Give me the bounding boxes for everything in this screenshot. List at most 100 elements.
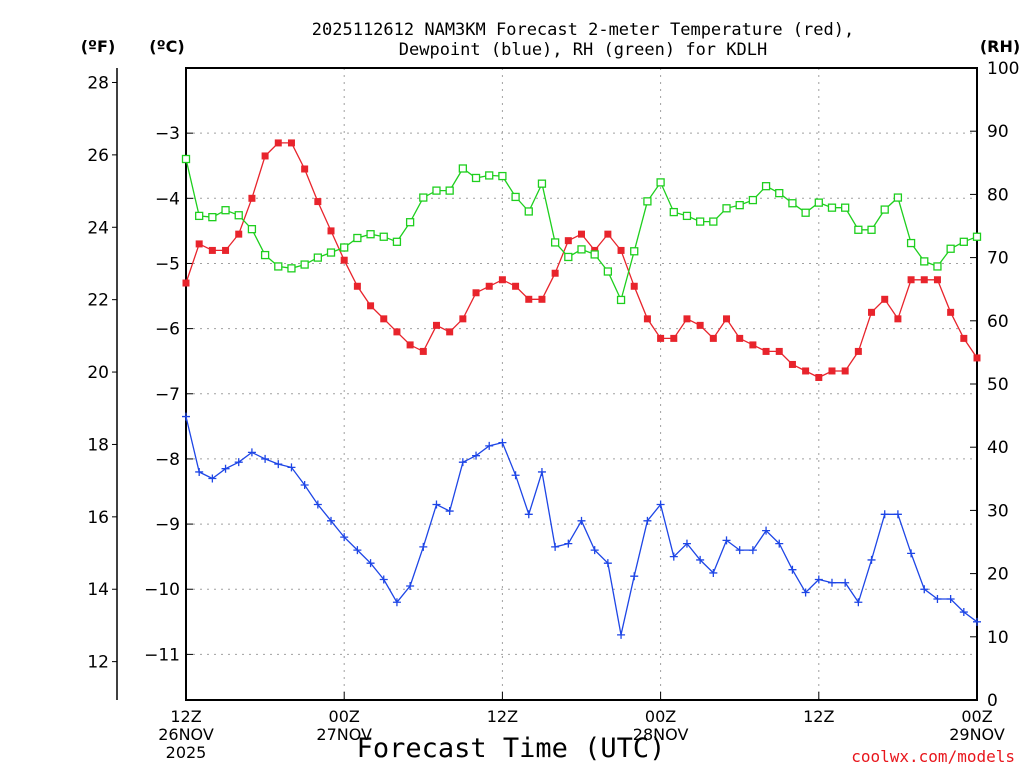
rh-point xyxy=(920,257,929,266)
temperature-point xyxy=(432,321,440,329)
dewpoint-point xyxy=(827,578,836,587)
rh-point xyxy=(208,213,217,222)
dewpoint-point xyxy=(788,565,797,574)
dewpoint-point xyxy=(669,552,678,561)
rh-tick-label: 50 xyxy=(987,375,1009,395)
temperature-point xyxy=(920,276,928,284)
temperature-point xyxy=(327,227,335,235)
rh-point xyxy=(485,171,494,180)
dewpoint-point xyxy=(933,595,942,604)
series-layer xyxy=(181,139,982,639)
temperature-point xyxy=(419,347,427,355)
fahrenheit-tick-label: 14 xyxy=(87,580,109,600)
temperature-point xyxy=(578,230,585,238)
dewpoint-point xyxy=(630,572,639,581)
temperature-point xyxy=(749,341,757,349)
temperature-point xyxy=(248,194,256,202)
dewpoint-point xyxy=(300,480,309,489)
fahrenheit-tick-label: 20 xyxy=(87,363,109,383)
rh-tick-label: 40 xyxy=(987,438,1009,458)
x-tick-label: 12Z xyxy=(170,707,201,726)
rh-point xyxy=(643,197,652,206)
dewpoint-point xyxy=(603,559,612,568)
temperature-point xyxy=(854,347,862,355)
rh-point xyxy=(933,262,942,271)
dewpoint-point xyxy=(406,581,415,590)
dewpoint-point xyxy=(880,510,889,519)
dewpoint-point xyxy=(221,464,230,473)
temperature-point xyxy=(670,334,678,342)
rh-tick-label: 70 xyxy=(987,249,1009,269)
dewpoint-point xyxy=(696,555,705,564)
rh-point xyxy=(630,247,639,256)
rh-tick-label: 10 xyxy=(987,628,1009,648)
celsius-tick-label: −5 xyxy=(155,254,180,274)
rh-point xyxy=(458,164,468,173)
temperature-point xyxy=(182,279,190,287)
dewpoint-point xyxy=(432,500,441,509)
fahrenheit-tick-label: 28 xyxy=(87,73,109,93)
temperature-point xyxy=(894,315,902,323)
temperature-point xyxy=(498,276,506,284)
rh-tick-label: 80 xyxy=(987,185,1009,205)
rh-point xyxy=(353,233,362,243)
temperature-point xyxy=(683,315,691,323)
dewpoint-point xyxy=(814,575,823,584)
temperature-point xyxy=(208,246,216,254)
rh-tick-label: 20 xyxy=(987,565,1009,585)
celsius-tick-label: −10 xyxy=(144,580,180,600)
temperature-point xyxy=(222,246,230,254)
temperature-point xyxy=(696,321,704,329)
rh-point xyxy=(854,225,863,234)
rh-point xyxy=(696,217,705,226)
x-tick-label: 00Z xyxy=(645,707,676,726)
temperature-point xyxy=(459,315,467,323)
temperature-point xyxy=(406,341,414,349)
dewpoint-point xyxy=(775,539,784,548)
rh-tick-label: 60 xyxy=(987,312,1009,332)
rh-point xyxy=(841,203,850,212)
temperature-point xyxy=(301,165,309,173)
celsius-unit-label: (ºC) xyxy=(149,37,184,56)
rh-point xyxy=(221,206,230,215)
rh-point xyxy=(419,193,428,202)
dewpoint-point xyxy=(327,516,336,525)
celsius-tick-label: −9 xyxy=(155,515,180,535)
temperature-point xyxy=(551,269,559,277)
rh-point xyxy=(959,237,968,246)
x-tick-label: 26NOV xyxy=(158,725,214,744)
rh-point xyxy=(735,200,744,210)
rh-point xyxy=(709,217,718,226)
rh-unit-label: (RH) xyxy=(980,37,1020,56)
x-tick-label: 12Z xyxy=(803,707,834,726)
rh-point xyxy=(590,250,599,259)
celsius-tick-label: −6 xyxy=(155,320,180,340)
temperature-point xyxy=(525,295,533,303)
dewpoint-point xyxy=(801,588,810,597)
temperature-point xyxy=(512,282,520,290)
temperature-point xyxy=(947,308,955,316)
rh-point xyxy=(274,262,283,271)
dewpoint-point xyxy=(261,454,270,463)
dewpoint-point xyxy=(274,460,283,469)
x-tick-label: 29NOV xyxy=(949,725,1005,744)
dewpoint-point xyxy=(564,539,573,548)
dewpoint-point xyxy=(590,546,599,555)
dewpoint-point xyxy=(920,585,929,594)
celsius-tick-label: −4 xyxy=(155,189,180,209)
dewpoint-point xyxy=(247,448,256,457)
dewpoint-point xyxy=(735,546,744,555)
x-tick-label: 28NOV xyxy=(633,725,689,744)
temperature-point xyxy=(195,240,203,248)
temperature-point xyxy=(485,282,493,290)
credit-text: coolwx.com/models xyxy=(851,747,1015,766)
x-tick-label: 27NOV xyxy=(316,725,372,744)
temperature-point xyxy=(604,230,612,238)
rh-tick-label: 30 xyxy=(987,501,1009,521)
rh-point xyxy=(287,264,296,273)
temperature-point xyxy=(538,295,546,303)
rh-point xyxy=(761,182,771,191)
dewpoint-point xyxy=(551,542,560,551)
dewpoint-point xyxy=(643,516,652,525)
temperature-point xyxy=(630,282,638,290)
